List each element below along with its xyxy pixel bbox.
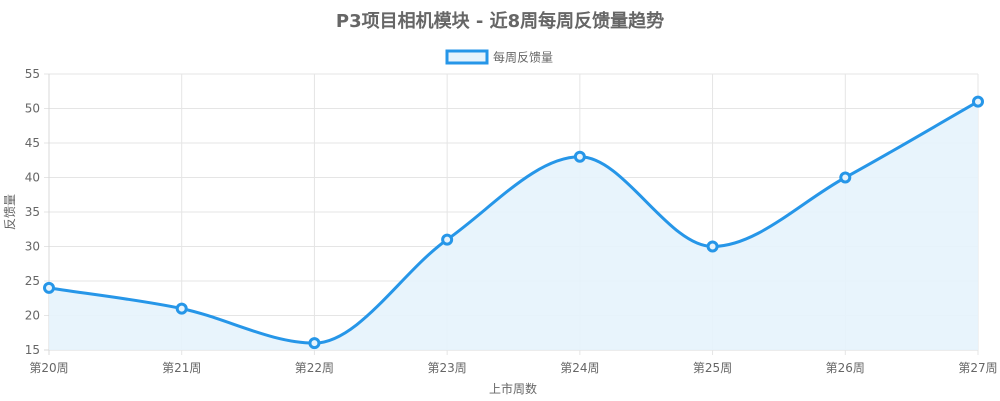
x-tick-label: 第22周 [295,361,334,375]
y-tick-label: 20 [25,309,40,323]
x-tick-label: 第21周 [162,361,201,375]
series-area [49,101,978,350]
y-tick-label: 50 [25,102,40,116]
y-tick-label: 40 [25,171,40,185]
x-tick-label: 第25周 [693,361,732,375]
x-tick-label: 第24周 [560,361,599,375]
y-axis-ticks: 55 50 45 40 35 30 25 20 15 [25,67,40,357]
data-point[interactable] [706,240,719,253]
data-point[interactable] [175,302,188,315]
data-point[interactable] [308,337,321,350]
x-tick-label: 第23周 [428,361,467,375]
y-tick-label: 45 [25,136,40,150]
x-tick-label: 第27周 [958,361,997,375]
data-point[interactable] [573,150,586,163]
x-axis-label: 上市周数 [489,381,537,396]
series-line [48,100,979,345]
x-axis-ticks: 第20周 第21周 第22周 第23周 第24周 第25周 第26周 第27周 [29,361,997,375]
data-point[interactable] [441,233,454,246]
y-tick-label: 25 [25,274,40,288]
y-tick-label: 30 [25,240,40,254]
legend[interactable]: 每周反馈量 [445,49,553,65]
chart-title: P3项目相机模块 - 近8周每周反馈量趋势 [336,10,664,32]
data-point[interactable] [839,171,852,184]
data-point[interactable] [972,95,984,108]
y-tick-label: 35 [25,205,40,219]
legend-label: 每周反馈量 [493,50,553,65]
y-axis-label: 反馈量 [3,194,17,230]
y-tick-label: 15 [25,343,40,357]
x-tick-label: 第20周 [29,361,68,375]
legend-swatch [445,49,489,65]
data-point[interactable] [43,281,55,294]
y-tick-label: 55 [25,67,40,81]
x-tick-label: 第26周 [826,361,865,375]
data-series [43,95,984,350]
